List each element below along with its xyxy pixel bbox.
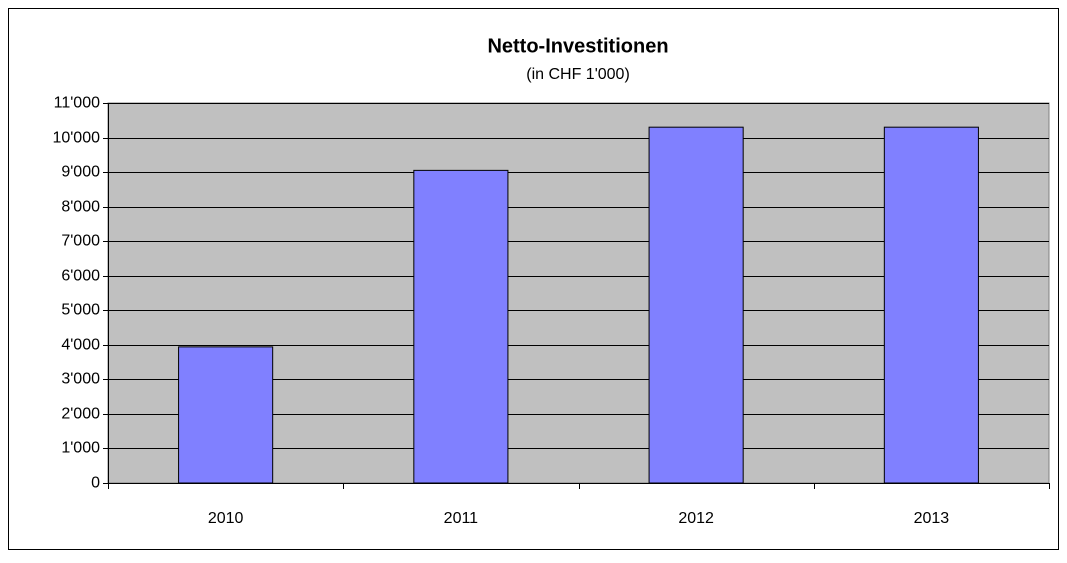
y-tick-label: 11'000 [54, 95, 100, 112]
y-tick-label: 4'000 [61, 337, 100, 354]
y-tick-label: 7'000 [61, 233, 100, 250]
y-tick-label: 6'000 [61, 268, 100, 285]
y-tick-label: 10'000 [52, 130, 100, 147]
y-tick-label: 3'000 [61, 371, 100, 388]
chart-title: Netto-Investitionen [487, 35, 668, 57]
x-tick-label: 2011 [444, 510, 479, 527]
bar [413, 169, 509, 484]
bar [178, 346, 274, 484]
x-tick-label: 2010 [208, 510, 244, 527]
x-tick-label: 2013 [914, 510, 950, 527]
bar [883, 126, 979, 484]
bar [648, 126, 744, 484]
y-tick-label: 2'000 [61, 406, 100, 423]
y-tick-label: 8'000 [61, 199, 100, 216]
y-tick-label: 1'000 [61, 440, 100, 457]
chart-subtitle: (in CHF 1'000) [526, 66, 630, 83]
x-tick-label: 2012 [678, 510, 714, 527]
y-tick-label: 5'000 [61, 302, 100, 319]
y-tick-label: 9'000 [61, 164, 100, 181]
y-tick-label: 0 [91, 475, 100, 492]
